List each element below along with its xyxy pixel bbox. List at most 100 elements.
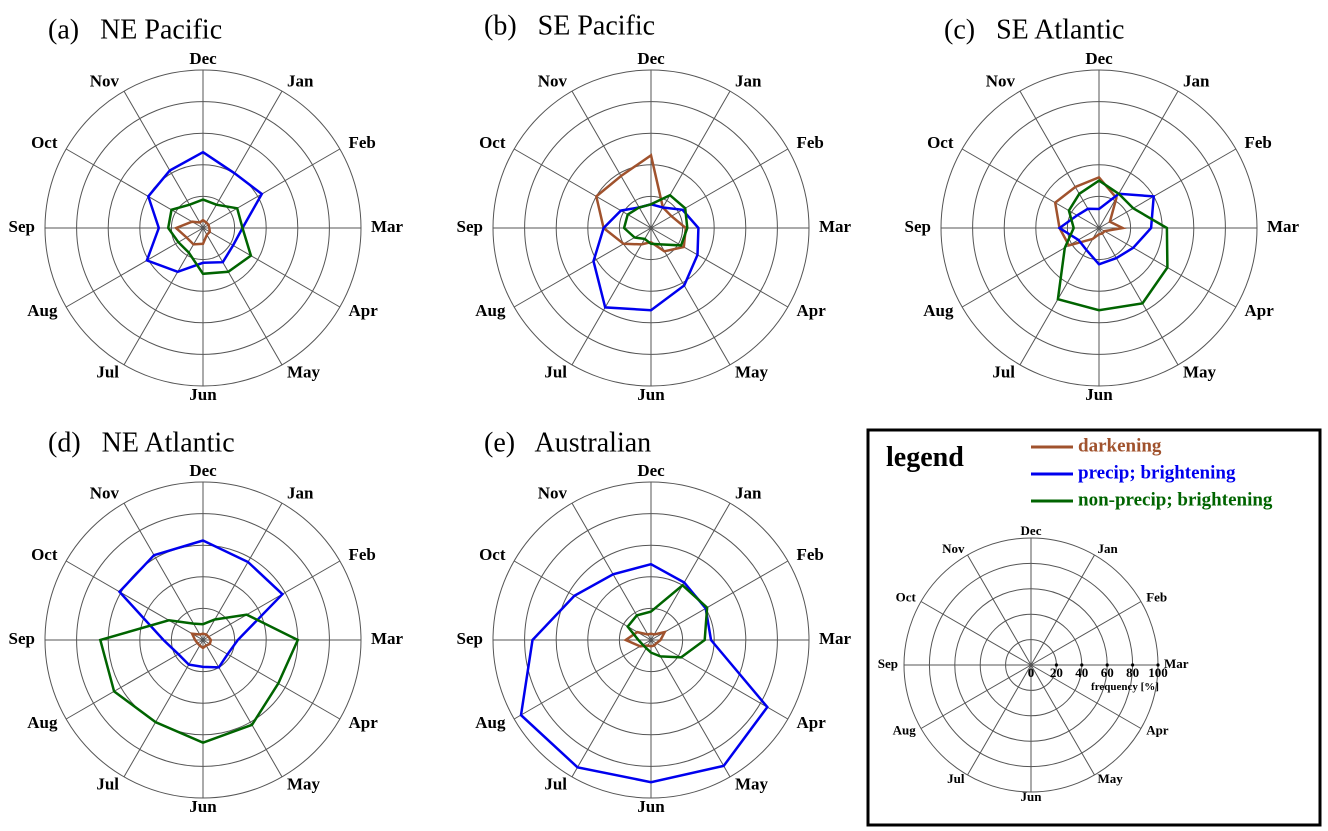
panel-ne-atlantic-label-sep: Sep — [9, 629, 35, 648]
panel-ne-pacific-series-precip-brightening — [145, 150, 264, 274]
legend-radar-label-nov: Nov — [942, 541, 965, 556]
legend-tick-mark-100 — [1156, 663, 1160, 667]
legend-radar-spoke-aug — [920, 664, 1032, 729]
panel-se-atlantic-series-non-precip-brightening — [1056, 179, 1169, 312]
panel-se-atlantic-series-darkening — [1053, 175, 1127, 247]
panel-ne-atlantic-series-precip-brightening — [117, 539, 285, 669]
panel-se-atlantic-spoke-feb — [1098, 148, 1237, 229]
panel-se-atlantic-label-oct: Oct — [927, 133, 954, 152]
panel-se-pacific-label-jan: Jan — [735, 71, 762, 90]
panel-australian-spoke-jul — [571, 639, 652, 778]
panel-se-pacific-label-nov: Nov — [538, 71, 568, 90]
panel-ne-pacific-label-jan: Jan — [287, 71, 314, 90]
panel-se-pacific-label-oct: Oct — [479, 133, 506, 152]
legend-radar-label-aug: Aug — [893, 722, 917, 737]
panel-se-atlantic: (c) SE Atlantic Dec Jan Feb Mar Apr May Jun Jul A… — [905, 14, 1300, 403]
panel-ne-pacific: (a) NE Pacific Dec Jan Feb Mar Apr May Jun Jul Au… — [9, 14, 404, 403]
legend-radar-label-may: May — [1098, 771, 1124, 786]
panel-australian-label-mar: Mar — [819, 629, 852, 648]
legend-tick-60: 60 — [1101, 665, 1114, 680]
panel-ne-pacific-spoke-oct — [65, 148, 204, 229]
panel-se-atlantic-label-mar: Mar — [1267, 217, 1300, 236]
panel-se-atlantic-title: (c) SE Atlantic — [944, 14, 1124, 45]
panel-australian: (e) Australian Dec Jan Feb Mar Apr May Jun Jul Au… — [457, 427, 852, 815]
panel-australian-series-darkening — [623, 630, 668, 648]
legend-tick-mark-60 — [1105, 663, 1109, 667]
panel-australian-spoke-jan — [650, 502, 731, 641]
panel-ne-pacific-label-apr: Apr — [349, 301, 379, 320]
panel-se-pacific-spoke-oct — [513, 148, 652, 229]
panel-se-pacific-grid — [492, 69, 810, 387]
panel-australian-series-non-precip-brightening — [626, 583, 709, 659]
panel-australian-label-dec: Dec — [637, 461, 665, 480]
panel-se-pacific-spoke-apr — [650, 227, 789, 308]
legend-panel: legend darkening precip; brightening non-p… — [866, 428, 1322, 827]
panel-se-pacific-label-feb: Feb — [797, 133, 824, 152]
legend-radar-label-jan: Jan — [1098, 541, 1119, 556]
panel-ne-pacific-spoke-jul — [123, 227, 204, 366]
legend-tick-100: 100 — [1148, 665, 1168, 680]
panel-se-atlantic-label-aug: Aug — [923, 301, 954, 320]
panel-australian-label-jun: Jun — [637, 797, 665, 816]
radar-panels: (a) NE Pacific Dec Jan Feb Mar Apr May Jun Jul Au… — [9, 10, 1300, 815]
panel-se-atlantic-label-jul: Jul — [992, 362, 1015, 381]
legend-tick-80: 80 — [1126, 665, 1139, 680]
legend-radar-spoke-apr — [1030, 664, 1142, 729]
panel-se-pacific-label-jul: Jul — [544, 362, 567, 381]
legend-axis-label: frequency [%] — [1091, 681, 1159, 693]
legend-tick-0: 0 — [1028, 665, 1035, 680]
panel-ne-pacific-series-darkening — [173, 218, 212, 246]
panel-se-pacific-spoke-may — [650, 227, 731, 366]
legend-radar-label-feb: Feb — [1146, 589, 1167, 604]
panel-ne-atlantic-series-darkening — [190, 632, 213, 650]
legend-item-precip-brightening: precip; brightening — [1078, 462, 1236, 483]
panel-se-pacific-label-mar: Mar — [819, 217, 852, 236]
panel-ne-atlantic-label-oct: Oct — [31, 545, 58, 564]
panel-ne-atlantic-spoke-feb — [202, 560, 341, 641]
panel-se-atlantic-label-jun: Jun — [1085, 385, 1113, 404]
panel-ne-pacific-spoke-feb — [202, 148, 341, 229]
panel-australian-label-feb: Feb — [797, 545, 824, 564]
panel-ne-atlantic-label-may: May — [287, 774, 321, 793]
panel-se-pacific-series-precip-brightening — [592, 203, 700, 312]
panel-australian-title: (e) Australian — [484, 427, 651, 458]
panel-ne-atlantic-label-mar: Mar — [371, 629, 404, 648]
panel-ne-atlantic-label-nov: Nov — [90, 483, 120, 502]
panel-se-atlantic-label-sep: Sep — [905, 217, 931, 236]
panel-ne-atlantic-label-jun: Jun — [189, 797, 217, 816]
panel-ne-atlantic-spoke-jul — [123, 639, 204, 778]
panel-ne-atlantic-grid — [44, 481, 362, 799]
panel-ne-atlantic-label-jan: Jan — [287, 483, 314, 502]
panel-se-pacific-spoke-nov — [571, 90, 652, 229]
panel-ne-pacific-label-feb: Feb — [349, 133, 376, 152]
legend-radar-spoke-jan — [1030, 554, 1095, 666]
panel-se-atlantic-label-jan: Jan — [1183, 71, 1210, 90]
panel-ne-atlantic-spoke-aug — [65, 639, 204, 720]
panel-australian-label-oct: Oct — [479, 545, 506, 564]
legend-tick-mark-40 — [1080, 663, 1084, 667]
panel-ne-pacific-label-dec: Dec — [189, 49, 217, 68]
panel-ne-pacific-series-non-precip-brightening — [166, 198, 253, 276]
panel-ne-atlantic-spoke-jan — [202, 502, 283, 641]
panel-ne-pacific-grid — [44, 69, 362, 387]
panel-ne-atlantic-spoke-may — [202, 639, 283, 778]
panel-se-pacific-series-non-precip-brightening — [622, 193, 689, 247]
legend-radar-label-jul: Jul — [947, 771, 965, 786]
panel-se-pacific-label-jun: Jun — [637, 385, 665, 404]
panel-ne-pacific-label-jun: Jun — [189, 385, 217, 404]
panel-australian-series-precip-brightening — [519, 562, 769, 784]
legend-radar-label-dec: Dec — [1021, 523, 1042, 538]
panel-se-atlantic-series-precip-brightening — [1057, 192, 1156, 266]
panel-ne-atlantic-spoke-apr — [202, 639, 341, 720]
legend-radar-label-oct: Oct — [896, 589, 917, 604]
panel-ne-pacific-label-nov: Nov — [90, 71, 120, 90]
legend-radar-spoke-feb — [1030, 601, 1142, 666]
panel-australian-label-nov: Nov — [538, 483, 568, 502]
panel-ne-atlantic-series-non-precip-brightening — [98, 613, 300, 745]
legend-radar: Dec Jan Feb Mar Apr May Jun Jul Aug Sep Oct Nov 0 20 4… — [878, 523, 1189, 804]
legend-radar-spoke-may — [1030, 664, 1095, 776]
panel-australian-spoke-may — [650, 639, 731, 778]
panel-ne-atlantic-label-jul: Jul — [96, 774, 119, 793]
panel-australian-label-may: May — [735, 774, 769, 793]
